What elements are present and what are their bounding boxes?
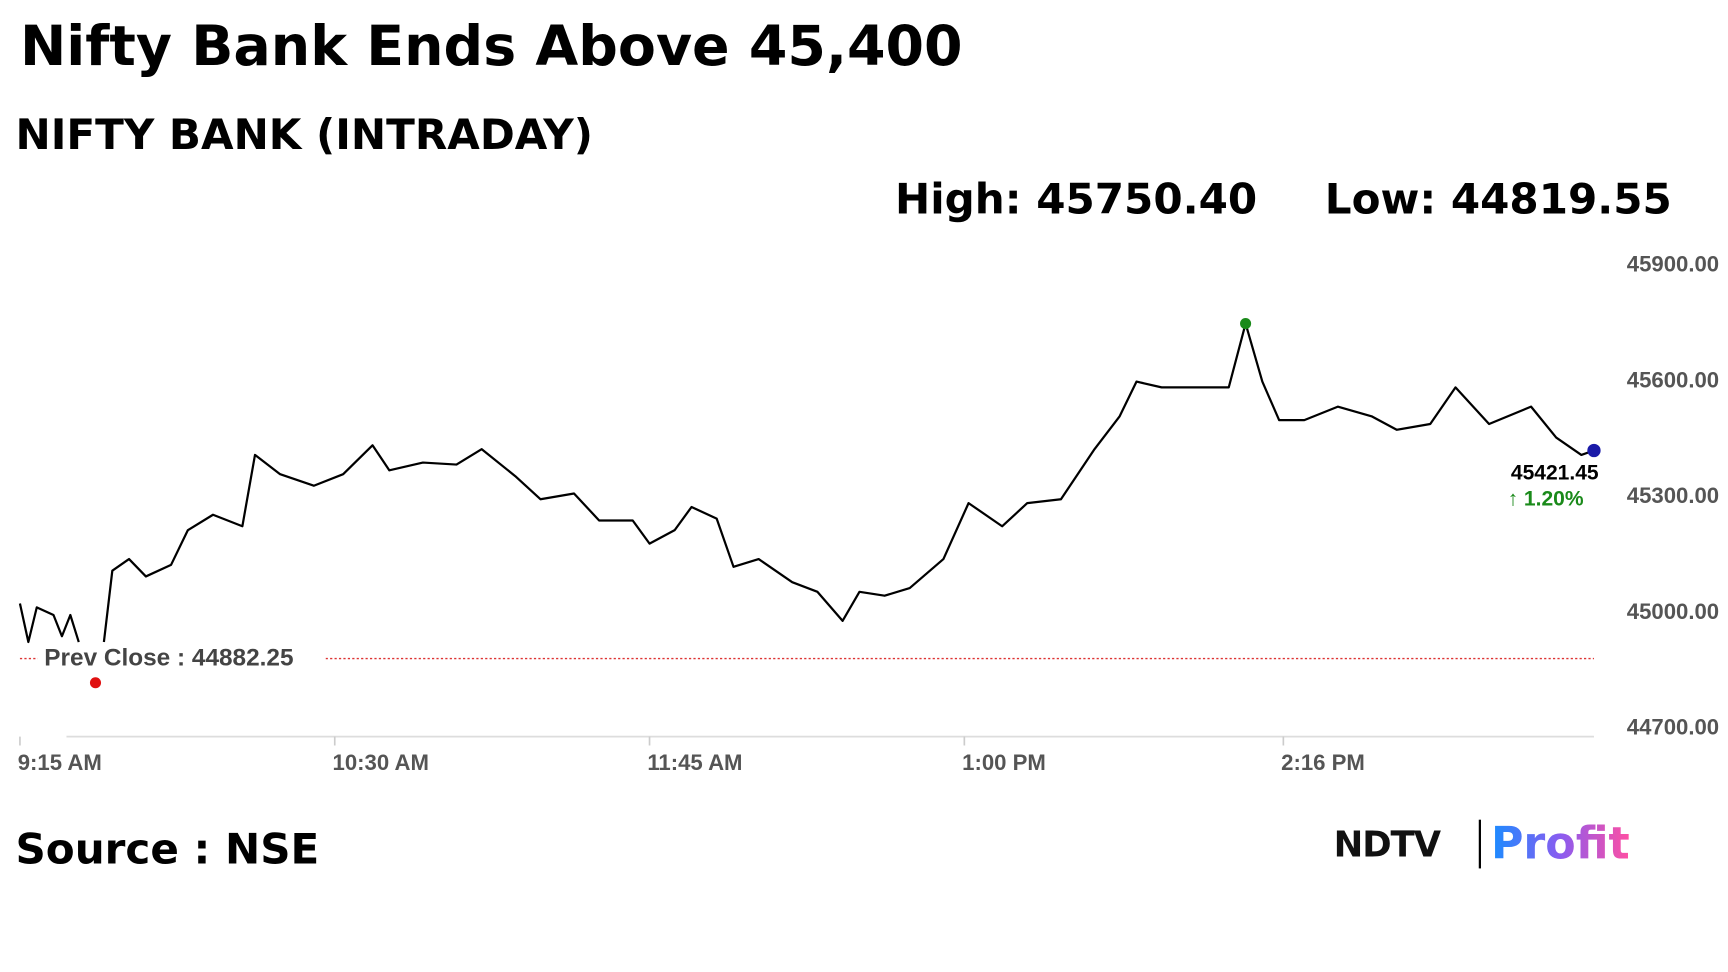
source: Source : NSE [16,824,320,873]
change-label: ↑ 1.20% [1508,487,1584,510]
prev-close-value: 44882.25 [192,645,294,672]
x-tick-label: 10:30 AM [333,750,429,775]
chart-title: Nifty Bank Ends Above 45,400 [20,15,963,79]
y-tick-label: 45900.00 [1627,252,1719,277]
x-tick-label: 1:00 PM [962,750,1046,775]
high-dot [1240,318,1252,330]
chart-subtitle: NIFTY BANK (INTRADAY) [16,110,593,159]
prev-close-label-bg [37,643,326,672]
logo-profit: Profit [1491,818,1630,869]
last-dot [1587,443,1601,458]
y-tick-label: 45000.00 [1627,599,1719,624]
low-label: Low: [1325,174,1436,223]
x-tick-label: 2:16 PM [1281,750,1365,775]
y-tick-label: 45600.00 [1627,367,1719,392]
low-value: 44819.55 [1451,174,1672,223]
low-annotation: Low: 44819.55 [1325,174,1672,223]
prev-close-text: Prev Close : [44,645,185,672]
low-dot [89,677,102,689]
last-value-label: 45421.45 [1511,462,1599,485]
logo-ndtv: NDTV [1334,824,1442,865]
x-tick-label: 9:15 AM [18,750,102,775]
y-tick-label: 44700.00 [1627,715,1719,740]
high-annotation: High: 45750.40 [895,174,1257,223]
change-value: 1.20% [1524,487,1584,510]
price-line [18,322,1595,644]
prev-close-label: Prev Close : 44882.25 [44,645,293,672]
high-value: 45750.40 [1036,174,1257,223]
up-arrow: ↑ [1508,487,1519,510]
y-tick-label: 45300.00 [1627,483,1719,508]
x-tick-label: 11:45 AM [647,750,742,775]
high-label: High: [895,174,1022,223]
